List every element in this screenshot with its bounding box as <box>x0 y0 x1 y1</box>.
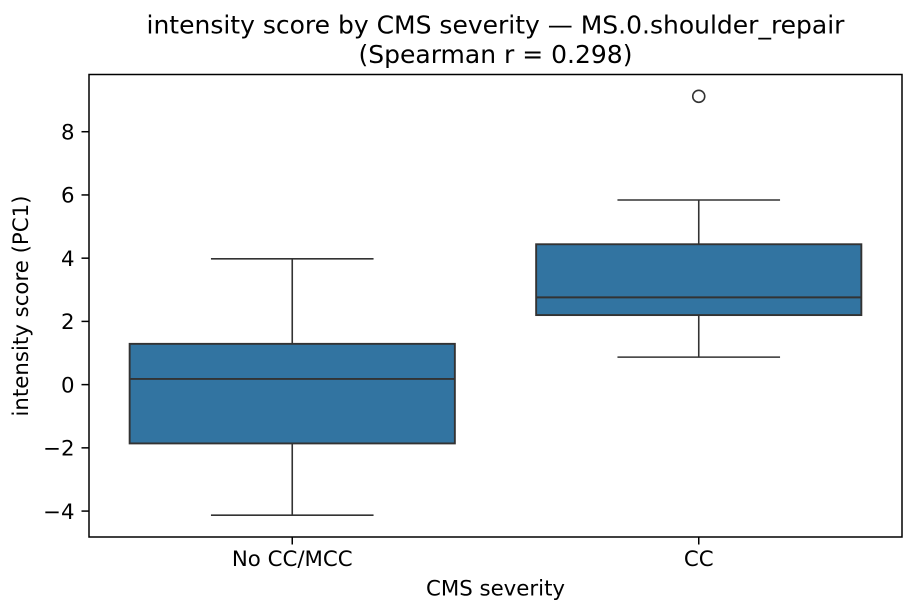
y-tick-label: −2 <box>43 437 74 462</box>
chart-title-line1: intensity score by CMS severity — MS.0.s… <box>147 11 846 40</box>
box-cc <box>535 243 863 317</box>
box-no-cc-mcc <box>128 342 456 445</box>
y-tick-label: 6 <box>61 184 75 209</box>
y-tick-label: 2 <box>61 310 75 335</box>
chart-title-line2: (Spearman r = 0.298) <box>359 40 633 69</box>
x-tick-label: CC <box>684 547 714 572</box>
x-axis-label: CMS severity <box>426 577 565 602</box>
x-tick-label: No CC/MCC <box>232 547 353 572</box>
y-tick-label: 8 <box>61 120 75 145</box>
y-tick-label: −4 <box>43 500 74 525</box>
outlier-marker <box>691 89 706 104</box>
y-tick-label: 4 <box>61 247 75 272</box>
axes-frame <box>88 73 903 538</box>
y-axis-label: intensity score (PC1) <box>9 196 34 417</box>
y-tick-label: 0 <box>61 373 75 398</box>
